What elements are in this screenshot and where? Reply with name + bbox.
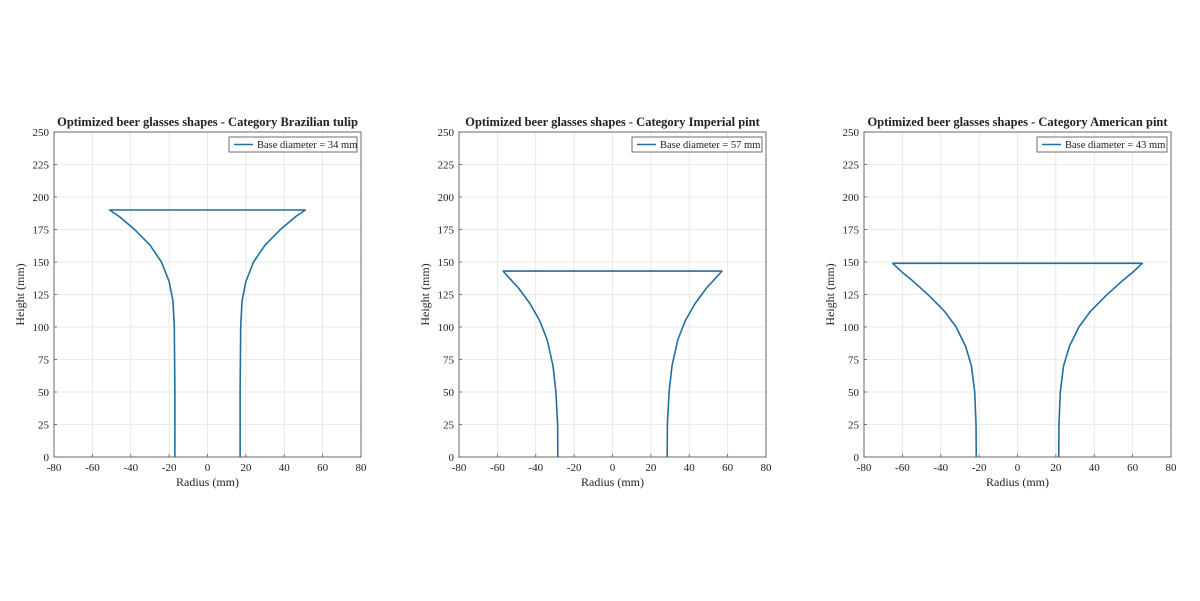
- chart-panel-2: -80 -60 -40 -20 0 20 40 60 80 0 25 50 75 100 125 150 175…: [418, 115, 772, 489]
- chart-panel-3: -80 -60 -40 -20 0 20 40 60 80 0 25 50 75 100 125 150 175…: [823, 115, 1177, 489]
- y-tick-label: 150: [438, 257, 455, 269]
- y-tick-label: 250: [33, 127, 50, 139]
- series-line-1: [891, 262, 1144, 458]
- x-tick-label: -20: [162, 462, 177, 474]
- gridlines: [458, 131, 767, 458]
- y-tick-label: 200: [33, 192, 50, 204]
- y-tick-label: 25: [443, 420, 455, 432]
- x-tick-label: 60: [1127, 462, 1139, 474]
- y-tick-label: 0: [44, 452, 50, 464]
- x-tick-label: -60: [895, 462, 910, 474]
- x-axis-label: Radius (mm): [176, 475, 239, 489]
- y-axis-label: Height (mm): [823, 263, 837, 325]
- y-tick-label: 250: [438, 127, 455, 139]
- y-tick-label: 75: [848, 355, 860, 367]
- x-tick-label: -40: [123, 462, 138, 474]
- y-tick-label: 25: [38, 420, 50, 432]
- y-tick-label: 125: [438, 290, 455, 302]
- x-tick-label: -40: [528, 462, 543, 474]
- legend-box: [1036, 136, 1168, 153]
- y-axis-label: Height (mm): [418, 263, 432, 325]
- chart-title: Optimized beer glasses shapes - Category…: [465, 115, 760, 129]
- y-tick-label: 0: [449, 452, 455, 464]
- x-axis-label: Radius (mm): [581, 475, 644, 489]
- y-tick-label: 50: [38, 387, 50, 399]
- y-tick-label: 0: [854, 452, 860, 464]
- x-tick-label: -80: [857, 462, 872, 474]
- x-tick-label: -20: [567, 462, 582, 474]
- x-tick-label: 80: [1166, 462, 1178, 474]
- x-tick-label: 40: [684, 462, 696, 474]
- x-tick-label: 0: [1015, 462, 1021, 474]
- y-tick-label: 225: [843, 160, 860, 172]
- y-tick-label: 175: [438, 225, 455, 237]
- y-tick-label: 125: [33, 290, 50, 302]
- series-line-1: [502, 270, 723, 458]
- chart-panel-1: -80 -60 -40 -20 0 20 40 60 80 0 25 50 75 100 125 150 175…: [13, 115, 367, 489]
- x-tick-label: 0: [610, 462, 616, 474]
- x-tick-label: 20: [240, 462, 252, 474]
- x-tick-label: 20: [645, 462, 657, 474]
- y-tick-label: 100: [33, 322, 50, 334]
- y-tick-label: 225: [438, 160, 455, 172]
- x-tick-label: 60: [317, 462, 329, 474]
- x-tick-label: -60: [490, 462, 505, 474]
- y-tick-label: 150: [843, 257, 860, 269]
- legend: Base diameter = 34 mm: [228, 136, 358, 153]
- gridlines: [863, 131, 1172, 458]
- x-tick-label: 40: [279, 462, 291, 474]
- y-tick-label: 225: [33, 160, 50, 172]
- legend: Base diameter = 43 mm: [1036, 136, 1168, 153]
- x-tick-label: 80: [761, 462, 773, 474]
- chart-title: Optimized beer glasses shapes - Category…: [867, 115, 1168, 129]
- x-tick-label: 60: [722, 462, 734, 474]
- y-tick-label: 175: [33, 225, 50, 237]
- y-tick-label: 50: [443, 387, 455, 399]
- x-tick-label: -80: [452, 462, 467, 474]
- x-tick-label: 20: [1050, 462, 1062, 474]
- legend-box: [228, 136, 358, 153]
- x-axis-label: Radius (mm): [986, 475, 1049, 489]
- x-tick-label: -80: [47, 462, 62, 474]
- y-tick-label: 175: [843, 225, 860, 237]
- y-tick-label: 150: [33, 257, 50, 269]
- y-tick-label: 125: [843, 290, 860, 302]
- x-tick-label: 0: [205, 462, 211, 474]
- y-tick-label: 25: [848, 420, 860, 432]
- y-tick-label: 200: [438, 192, 455, 204]
- y-tick-label: 250: [843, 127, 860, 139]
- chart-title: Optimized beer glasses shapes - Category…: [57, 115, 358, 129]
- series-line-1: [108, 209, 307, 457]
- y-axis-label: Height (mm): [13, 263, 27, 325]
- y-tick-label: 75: [443, 355, 455, 367]
- y-tick-label: 200: [843, 192, 860, 204]
- y-tick-label: 75: [38, 355, 50, 367]
- x-tick-label: -20: [972, 462, 987, 474]
- legend-label: Base diameter = 34 mm: [257, 140, 357, 151]
- legend-box: [631, 136, 763, 153]
- y-tick-label: 100: [438, 322, 455, 334]
- x-tick-label: -60: [85, 462, 100, 474]
- legend: Base diameter = 57 mm: [631, 136, 763, 153]
- x-tick-label: 40: [1089, 462, 1101, 474]
- y-tick-label: 50: [848, 387, 860, 399]
- x-tick-label: -40: [933, 462, 948, 474]
- y-tick-label: 100: [843, 322, 860, 334]
- x-tick-label: 80: [356, 462, 368, 474]
- legend-label: Base diameter = 57 mm: [660, 140, 760, 151]
- legend-label: Base diameter = 43 mm: [1065, 140, 1165, 151]
